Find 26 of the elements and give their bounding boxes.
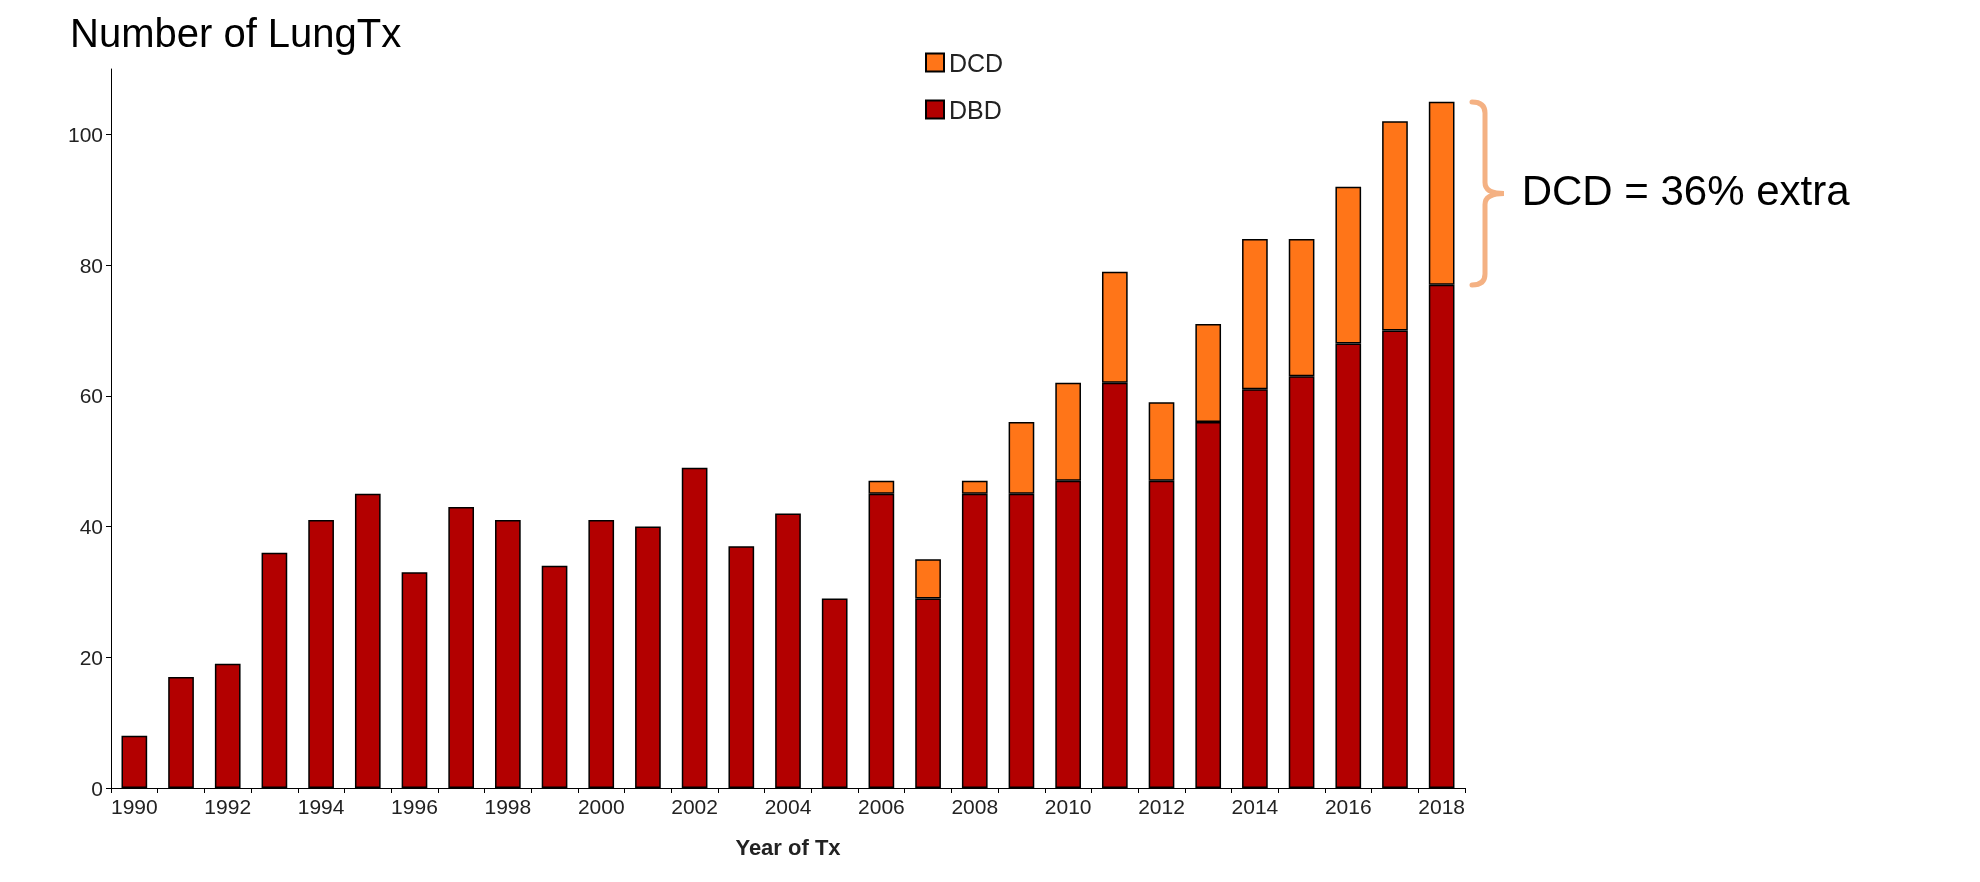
x-tick-label: 1994	[297, 795, 345, 818]
x-tick-label: 2006	[858, 795, 905, 818]
x-axis-title: Year of Tx	[735, 834, 842, 860]
legend-label: DCD	[949, 48, 1004, 77]
y-tick-label: 80	[79, 253, 103, 277]
x-tick-label: 2000	[577, 795, 625, 818]
x-tick-label: 2002	[671, 795, 718, 818]
x-tick-label: 1996	[391, 795, 438, 818]
y-tick-label: 60	[79, 384, 103, 408]
y-tick-label: 20	[79, 645, 103, 669]
x-tick-label: 2016	[1324, 795, 1372, 818]
legend-label: DBD	[949, 95, 1002, 124]
x-tick-label: 2018	[1418, 795, 1466, 818]
x-tick-label: 1990	[110, 795, 158, 818]
x-tick-label: 1998	[484, 795, 532, 818]
x-tick-label: 1992	[204, 795, 252, 818]
y-tick-label: 40	[79, 515, 103, 539]
x-tick-label: 2010	[1044, 795, 1092, 818]
x-tick-label: 2014	[1231, 795, 1279, 818]
chart-title: Number of LungTx	[70, 11, 402, 55]
y-tick-label: 100	[67, 122, 103, 146]
y-tick-label: 0	[91, 776, 103, 800]
x-tick-label: 2012	[1138, 795, 1185, 818]
x-tick-label: 2008	[951, 795, 999, 818]
x-tick-label: 2004	[764, 795, 812, 818]
text: DCD = 36% extra	[1521, 167, 1850, 216]
